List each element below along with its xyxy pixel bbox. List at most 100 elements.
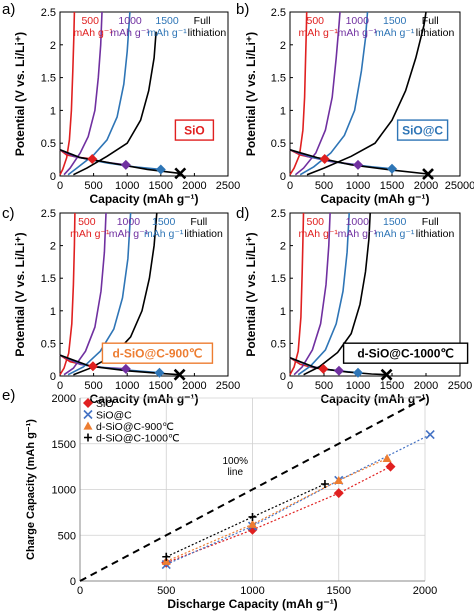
charge-curve xyxy=(289,11,308,176)
capacity-label: mAh g⁻¹ xyxy=(299,228,339,240)
legend-label: SiO xyxy=(96,398,114,410)
capacity-label: Full xyxy=(422,216,439,228)
x-tick-label: 500 xyxy=(157,585,175,597)
cutoff-marker xyxy=(155,164,166,175)
panel-e: e) 0 500 1000 1500 2000 0 500 1000 1500 2000 100%li… xyxy=(2,387,437,611)
x-tick-label: 2500 xyxy=(216,380,240,392)
capacity-label: mAh g⁻¹ xyxy=(375,228,415,240)
charge-curve xyxy=(289,212,305,376)
scatter-point xyxy=(162,552,171,561)
y-tick-label: 0 xyxy=(280,171,286,183)
capacity-label: 500 xyxy=(78,216,96,228)
annotation-line: line xyxy=(227,467,243,478)
cutoff-marker xyxy=(87,361,98,372)
legend-label: SiO@C xyxy=(96,410,132,422)
y-tick-label: 2.5 xyxy=(271,208,286,220)
capacity-label: mAh g⁻¹ xyxy=(299,27,339,39)
cutoff-marker xyxy=(174,167,187,180)
x-tick-label: 2000 xyxy=(414,380,438,392)
capacity-label: Full xyxy=(194,15,211,27)
capacity-label: 1000 xyxy=(118,15,142,27)
cutoff-marker xyxy=(318,363,329,374)
charge-curve xyxy=(73,31,157,176)
scatter-point xyxy=(334,475,344,484)
cutoff-marker xyxy=(422,168,434,180)
x-tick-label: 2000 xyxy=(182,180,206,192)
material-label: SiO@C xyxy=(402,124,443,138)
y-tick-label: 2 xyxy=(280,241,286,253)
x-tick-label: 500 xyxy=(315,380,333,392)
y-tick-label: 2.5 xyxy=(41,208,56,220)
x-tick-label: 0 xyxy=(57,180,63,192)
capacity-label: 500 xyxy=(307,216,325,228)
y-tick-label: 2.5 xyxy=(41,7,56,19)
charge-curve xyxy=(63,212,107,376)
x-tick-label: 1500 xyxy=(149,380,173,392)
capacity-label: lithiation xyxy=(416,27,455,39)
capacity-label: mAh g⁻¹ xyxy=(375,27,415,39)
y-tick-label: 0.5 xyxy=(41,138,56,150)
cutoff-marker xyxy=(319,153,330,164)
x-axis-title: Capacity (mAh g⁻¹) xyxy=(89,392,198,406)
y-tick-label: 1 xyxy=(280,105,286,117)
x-tick-label: 1500 xyxy=(149,180,173,192)
capacity-label: mAh g⁻¹ xyxy=(110,27,150,39)
x-axis-title: Capacity (mAh g⁻¹) xyxy=(320,192,429,206)
x-axis-title: Discharge Capacity (mAh g⁻¹) xyxy=(167,597,337,611)
y-tick-label: 500 xyxy=(58,530,76,542)
x-tick-label: 500 xyxy=(315,180,333,192)
trend-line xyxy=(166,457,388,562)
capacity-label: 1000 xyxy=(346,15,370,27)
capacity-label: 1500 xyxy=(155,15,179,27)
material-label-box xyxy=(396,119,449,141)
capacity-label: 500 xyxy=(307,15,325,27)
x-tick-label: 2000 xyxy=(414,180,438,192)
capacity-label: lithiation xyxy=(416,228,455,240)
capacity-label: mAh g⁻¹ xyxy=(338,27,378,39)
capacity-label: 1500 xyxy=(383,216,407,228)
x-axis-title: Capacity (mAh g⁻¹) xyxy=(320,392,429,406)
panel-letter: d) xyxy=(236,205,249,222)
cutoff-marker xyxy=(333,365,344,376)
x-tick-label: 2500 xyxy=(448,380,472,392)
x-tick-label: 1000 xyxy=(115,380,139,392)
legend-label: d-SiO@C-900℃ xyxy=(96,421,174,433)
material-label-box xyxy=(342,342,469,364)
y-tick-label: 0 xyxy=(70,576,76,588)
panel-c: c) 0 0.5 1 1.5 2 2.5 0 500 1000 1500 2000 2500 Capaci… xyxy=(2,205,240,406)
capacity-label: lithiation xyxy=(184,228,223,240)
x-tick-label: 1500 xyxy=(380,180,404,192)
scatter-point xyxy=(333,488,344,499)
y-tick-label: 2 xyxy=(50,40,56,52)
legend-marker xyxy=(83,409,93,420)
x-tick-label: 0 xyxy=(77,585,83,597)
reference-line-100 xyxy=(79,397,426,582)
trend-line xyxy=(166,483,326,558)
y-tick-label: 0 xyxy=(280,371,286,383)
x-axis-title: Capacity (mAh g⁻¹) xyxy=(89,192,198,206)
x-tick-label: 500 xyxy=(84,380,102,392)
x-tick-label: 0 xyxy=(287,380,293,392)
charge-curve xyxy=(63,11,103,176)
y-tick-label: 2000 xyxy=(52,393,76,405)
x-tick-label: 25000 xyxy=(445,180,474,192)
capacity-label: mAh g⁻¹ xyxy=(70,228,110,240)
x-tick-label: 2500 xyxy=(216,180,240,192)
material-label: d-SiO@C-1000℃ xyxy=(357,347,454,361)
x-tick-label: 0 xyxy=(287,180,293,192)
charge-curve xyxy=(306,11,427,176)
material-label-box xyxy=(101,342,214,364)
panel-b: b) 0 0.5 1 1.5 2 2.5 0 500 1000 1500 2000 25000 Capac… xyxy=(236,1,474,206)
discharge-curve xyxy=(289,149,429,175)
material-label: d-SiO@C-900℃ xyxy=(113,347,203,361)
scatter-point xyxy=(385,461,396,472)
trend-line xyxy=(166,466,391,564)
scatter-point xyxy=(248,519,257,528)
charge-curve xyxy=(299,11,369,176)
capacity-label: Full xyxy=(422,15,439,27)
scatter-point xyxy=(320,480,329,489)
y-axis-title: Potential (V vs. Li/Li⁺) xyxy=(13,232,27,356)
plot-frame xyxy=(289,212,461,377)
cutoff-marker xyxy=(380,368,393,381)
legend-marker xyxy=(84,433,92,442)
